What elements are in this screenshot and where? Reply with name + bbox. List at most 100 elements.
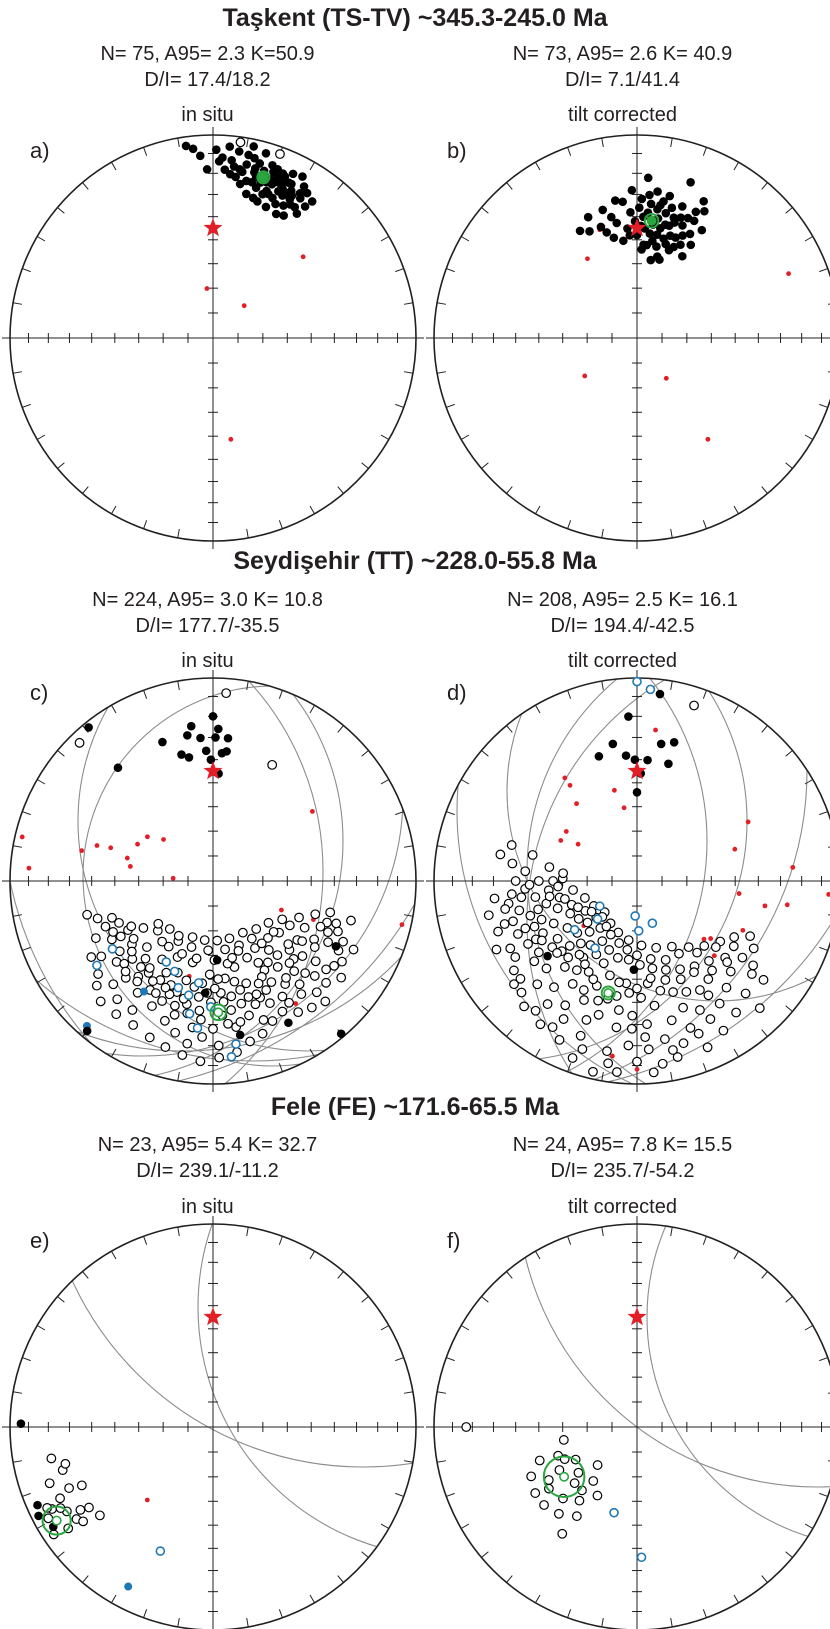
- upper-hemisphere-point: [321, 977, 331, 988]
- upper-hemisphere-point: [78, 1516, 89, 1527]
- frame-label-f: tilt corrected: [568, 1196, 677, 1218]
- upper-hemisphere-point: [160, 982, 171, 993]
- lower-hemisphere-point: [16, 1419, 26, 1428]
- lower-hemisphere-point: [82, 1026, 92, 1036]
- rejected-point: [144, 1497, 150, 1503]
- primitive-tick: [111, 1250, 117, 1260]
- primitive-tick: [567, 147, 572, 156]
- lower-hemisphere-point: [225, 169, 235, 179]
- primitive-tick: [361, 1551, 369, 1558]
- primitive-tick: [82, 182, 89, 190]
- upper-hemisphere-point: [296, 989, 307, 1000]
- lower-hemisphere-point: [585, 227, 594, 236]
- upper-hemisphere-point: [575, 1030, 586, 1041]
- lower-hemisphere-point: [583, 212, 593, 222]
- upper-hemisphere-point: [614, 977, 625, 988]
- mean-d: D/I= 194.4/-42.5: [550, 615, 695, 637]
- lower-hemisphere-point: [235, 1030, 245, 1040]
- upper-hemisphere-point: [209, 983, 220, 994]
- upper-hemisphere-point: [526, 1471, 537, 1482]
- upper-hemisphere-point: [203, 945, 214, 956]
- upper-hemisphere-point: [530, 1005, 541, 1016]
- upper-hemisphere-point: [603, 1058, 614, 1069]
- upper-hemisphere-point: [75, 1504, 86, 1515]
- frame-label-e: in situ: [181, 1196, 234, 1218]
- primitive-tick: [761, 1271, 768, 1279]
- primitive-tick: [57, 462, 65, 469]
- upper-hemisphere-point: [578, 985, 589, 995]
- mean-direction: [213, 1007, 224, 1018]
- upper-hemisphere-point: [573, 913, 584, 924]
- lower-hemisphere-point: [669, 242, 679, 252]
- lower-hemisphere-point: [298, 172, 307, 181]
- lower-hemisphere-point: [278, 169, 288, 178]
- gc-endpoint-upper: [161, 957, 172, 967]
- upper-hemisphere-point: [74, 737, 85, 748]
- upper-hemisphere-point: [675, 974, 686, 985]
- stereonet-d: [426, 670, 830, 1092]
- upper-hemisphere-point: [554, 1465, 565, 1475]
- upper-hemisphere-point: [246, 933, 257, 944]
- upper-hemisphere-point: [263, 933, 273, 943]
- upper-hemisphere-point: [323, 937, 333, 948]
- lower-hemisphere-point: [250, 164, 260, 173]
- lower-hemisphere-point: [678, 251, 687, 261]
- stereonet-c: [2, 670, 424, 1092]
- upper-hemisphere-point: [672, 1052, 683, 1062]
- primitive-tick: [403, 1460, 414, 1463]
- upper-hemisphere-point: [150, 988, 161, 999]
- upper-hemisphere-point: [147, 976, 158, 986]
- upper-hemisphere-point: [114, 917, 124, 928]
- rejected-point: [127, 864, 133, 869]
- upper-hemisphere-point: [489, 893, 500, 904]
- primitive-tick: [733, 1250, 739, 1260]
- lower-hemisphere-point: [610, 196, 620, 205]
- lower-hemisphere-point: [84, 723, 93, 732]
- upper-hemisphere-point: [284, 958, 295, 968]
- lower-hemisphere-point: [632, 787, 642, 797]
- upper-hemisphere-point: [220, 944, 230, 955]
- lower-hemisphere-point: [645, 190, 654, 200]
- upper-hemisphere-point: [142, 942, 152, 952]
- upper-hemisphere-point: [193, 991, 204, 1002]
- primitive-tick: [567, 520, 572, 529]
- lower-hemisphere-point: [661, 208, 671, 218]
- lower-hemisphere-point: [331, 942, 341, 951]
- upper-hemisphere-point: [251, 924, 262, 934]
- primitive-tick: [481, 750, 489, 757]
- primitive-tick: [601, 528, 604, 539]
- upper-hemisphere-point: [337, 956, 347, 967]
- upper-hemisphere-point: [632, 1056, 642, 1067]
- panel-label-e: e): [30, 1228, 50, 1253]
- upper-hemisphere-point: [147, 1001, 157, 1011]
- primitive-tick: [446, 1492, 455, 1497]
- gc-endpoint-upper: [169, 966, 180, 977]
- upper-hemisphere-point: [214, 1052, 225, 1063]
- lower-hemisphere-point: [685, 229, 695, 239]
- gc-endpoint-lower: [124, 1582, 133, 1591]
- upper-hemisphere-point: [533, 904, 544, 915]
- lower-hemisphere-point: [646, 255, 656, 265]
- upper-hemisphere-point: [164, 924, 175, 934]
- lower-hemisphere-point: [661, 239, 671, 249]
- upper-hemisphere-point: [588, 974, 599, 985]
- upper-hemisphere-point: [510, 876, 521, 886]
- lower-hemisphere-point: [249, 142, 259, 151]
- primitive-tick: [246, 1617, 249, 1628]
- rejected-point: [740, 927, 746, 933]
- primitive-tick: [111, 161, 117, 171]
- rejected-point: [621, 805, 627, 811]
- stats-a: N= 75, A95= 2.3 K=50.9: [100, 43, 315, 65]
- lower-hemisphere-point: [626, 208, 635, 217]
- upper-hemisphere-point: [266, 977, 277, 988]
- lower-hemisphere-point: [183, 731, 192, 740]
- gc-endpoint-upper: [590, 943, 600, 953]
- upper-hemisphere-point: [626, 1023, 637, 1034]
- rejected-point: [567, 782, 573, 788]
- upper-hemisphere-point: [632, 983, 642, 994]
- stereonet-e: [2, 1216, 424, 1629]
- rejected-point: [585, 256, 590, 262]
- lower-hemisphere-point: [188, 144, 198, 154]
- lower-hemisphere-point: [33, 1500, 42, 1510]
- upper-hemisphere-point: [583, 966, 594, 977]
